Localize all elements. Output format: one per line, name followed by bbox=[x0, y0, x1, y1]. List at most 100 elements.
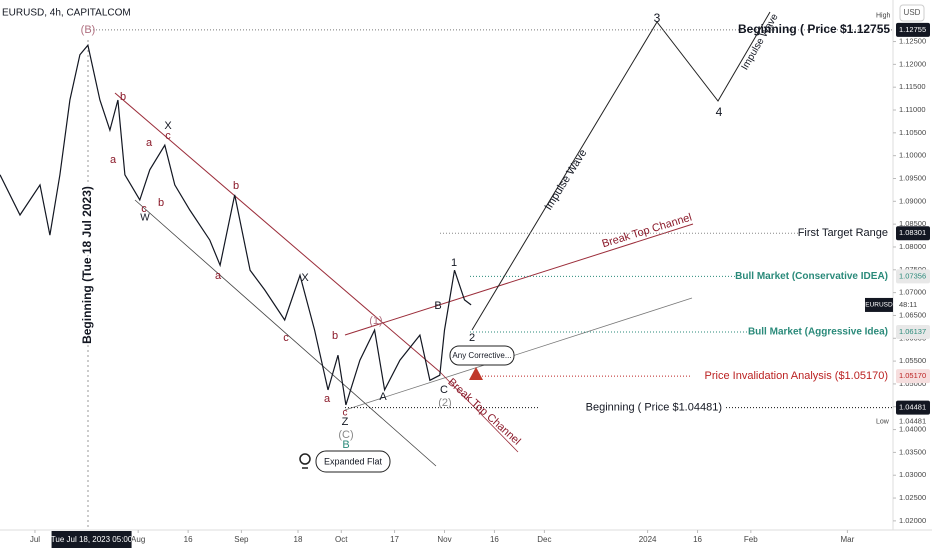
note-box bbox=[449, 345, 515, 366]
annotation: (B) bbox=[81, 24, 96, 36]
x-tick-label: Aug bbox=[131, 535, 145, 544]
crosshair-label: Tue Jul 18, 2023 05:00 bbox=[51, 535, 133, 544]
time-axis bbox=[0, 530, 932, 550]
y-tick-label: 1.02500 bbox=[899, 493, 926, 502]
x-tick-label: Jul bbox=[30, 535, 40, 544]
annotation: Z bbox=[342, 416, 349, 428]
level-text: Beginning ( Price $1.12755 bbox=[738, 22, 890, 36]
impulse-path bbox=[471, 11, 771, 331]
annotation: c bbox=[141, 203, 147, 215]
level-text: Price Invalidation Analysis ($1.05170) bbox=[705, 370, 888, 382]
level-text: Beginning ( Price $1.04481) bbox=[586, 402, 722, 414]
annotation: a bbox=[215, 270, 222, 282]
level-badge-label: 1.04481 bbox=[899, 403, 926, 412]
annotation: a bbox=[146, 137, 153, 149]
x-tick-label: Sep bbox=[234, 535, 249, 544]
y-tick-label: 1.05000 bbox=[899, 379, 926, 388]
y-tick-label: 1.07500 bbox=[899, 265, 926, 274]
y-tick-label: 1.02000 bbox=[899, 516, 926, 525]
channel-line bbox=[439, 371, 519, 453]
annotation: b bbox=[233, 180, 239, 192]
annotation: Beginning (Tue 18 Jul 2023) bbox=[80, 186, 94, 344]
bulb-icon bbox=[299, 453, 311, 465]
annotation: a bbox=[324, 393, 331, 405]
y-tick-label: 1.12000 bbox=[899, 59, 926, 68]
level-badge bbox=[896, 226, 930, 241]
warning-icon bbox=[469, 367, 483, 380]
x-tick-label: Dec bbox=[537, 535, 551, 544]
annotation: B bbox=[342, 439, 349, 451]
annotation: Expanded Flat bbox=[324, 456, 383, 466]
annotation: Any Corrective... bbox=[452, 351, 511, 360]
x-tick-label: 16 bbox=[693, 535, 702, 544]
x-tick-label: Oct bbox=[335, 535, 348, 544]
y-tick-label: 1.09500 bbox=[899, 173, 926, 182]
y-tick-label: 1.10500 bbox=[899, 128, 926, 137]
y-tick-label: 1.12500 bbox=[899, 37, 926, 46]
annotation: c bbox=[165, 130, 171, 142]
current-timer: 48:11 bbox=[899, 300, 917, 309]
x-tick-label: Nov bbox=[437, 535, 451, 544]
level-text: Bull Market (Aggressive Idea) bbox=[748, 327, 888, 338]
currency: USD bbox=[904, 8, 921, 17]
annotation: a bbox=[110, 154, 117, 166]
level-text: Bull Market (Conservative IDEA) bbox=[735, 271, 888, 282]
level-text: First Target Range bbox=[798, 227, 888, 239]
annotation: X bbox=[164, 120, 172, 132]
annotation: X bbox=[301, 272, 309, 284]
y-tick-label: 1.05500 bbox=[899, 356, 926, 365]
y-tick-label: 1.06500 bbox=[899, 310, 926, 319]
level-badge bbox=[896, 369, 930, 384]
current-symbol: EURUSD bbox=[865, 302, 893, 309]
channel-line bbox=[344, 223, 694, 336]
y-tick-label: 1.07000 bbox=[899, 288, 926, 297]
annotation: b bbox=[120, 91, 126, 103]
x-tick-label: 17 bbox=[390, 535, 399, 544]
x-tick-label: Mar bbox=[840, 535, 854, 544]
currency-button[interactable] bbox=[899, 4, 925, 22]
y-tick-label: 1.10000 bbox=[899, 151, 926, 160]
level-badge-label: 1.04481 bbox=[899, 417, 926, 426]
channel-line bbox=[134, 199, 437, 467]
annotation: b bbox=[332, 330, 338, 342]
x-tick-label: 2024 bbox=[639, 535, 657, 544]
annotation: (2) bbox=[438, 397, 451, 409]
y-tick-label: 1.09000 bbox=[899, 196, 926, 205]
y-tick-label: 1.08000 bbox=[899, 242, 926, 251]
annotation: C bbox=[440, 384, 448, 396]
x-tick-label: 18 bbox=[294, 535, 303, 544]
annotation: 4 bbox=[716, 105, 723, 119]
crosshair-badge bbox=[51, 531, 132, 548]
annotation: b bbox=[158, 197, 164, 209]
chart-title: EURUSD, 4h, CAPITALCOM bbox=[2, 8, 131, 19]
level-badge-label: 1.06137 bbox=[899, 327, 926, 336]
x-tick-label: Feb bbox=[744, 535, 758, 544]
channel-line bbox=[114, 92, 441, 373]
annotation: c bbox=[283, 332, 289, 344]
level-badge-label: 1.08301 bbox=[899, 228, 926, 237]
annotation: 3 bbox=[654, 11, 661, 25]
level-badge bbox=[896, 269, 930, 284]
y-tick-label: 1.11500 bbox=[899, 82, 926, 91]
level-tag: Low bbox=[876, 418, 890, 425]
annotation: 2 bbox=[469, 332, 475, 344]
level-badge-label: 1.05170 bbox=[899, 371, 926, 380]
level-tag: High bbox=[876, 13, 891, 20]
annotation: A bbox=[379, 391, 387, 403]
y-tick-label: 1.04000 bbox=[899, 425, 926, 434]
level-badge-label: 1.07356 bbox=[899, 271, 926, 280]
x-tick-label: 16 bbox=[184, 535, 193, 544]
annotation: (C) bbox=[338, 429, 353, 441]
level-badge bbox=[896, 400, 930, 415]
y-tick-label: 1.08500 bbox=[899, 219, 926, 228]
x-tick-label: 16 bbox=[490, 535, 499, 544]
annotation: B bbox=[434, 300, 441, 312]
current-badge bbox=[865, 297, 893, 312]
y-tick-label: 1.03000 bbox=[899, 470, 926, 479]
y-tick-label: 1.03500 bbox=[899, 447, 926, 456]
note-box bbox=[315, 450, 391, 473]
annotation: W bbox=[140, 213, 150, 224]
level-badge bbox=[896, 325, 930, 340]
